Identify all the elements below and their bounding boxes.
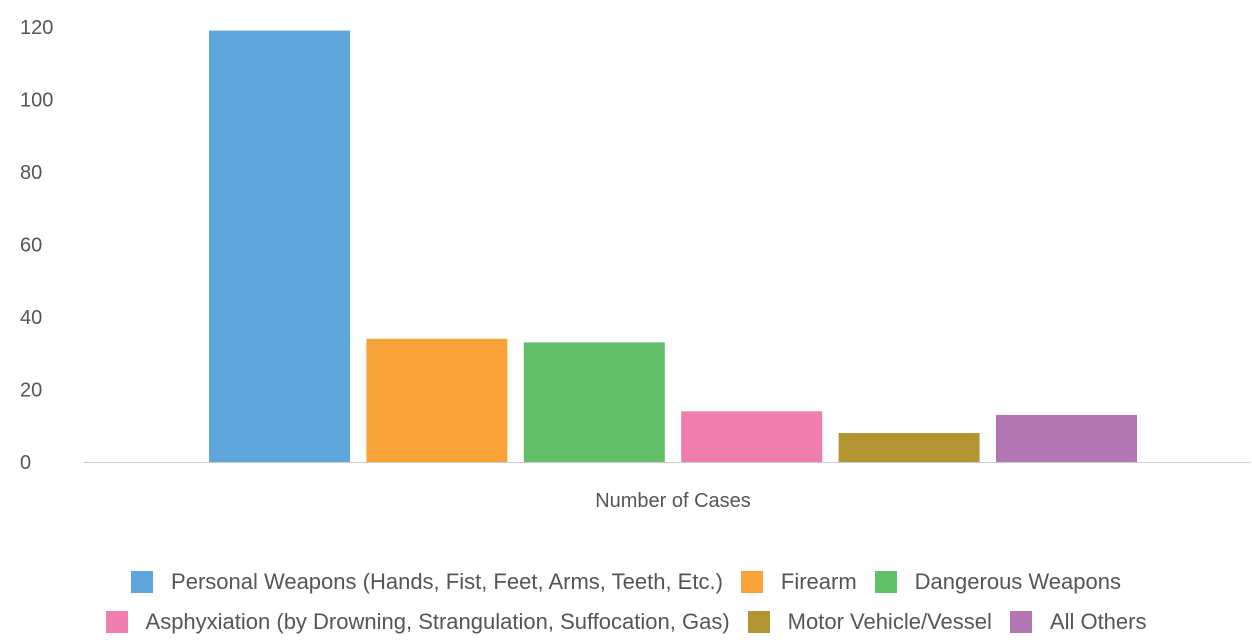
legend-swatch (131, 571, 154, 593)
legend-swatch (105, 611, 128, 633)
legend-item: Dangerous Weapons (874, 569, 1121, 595)
y-tick-label: 60 (20, 235, 42, 257)
bar-chart: 0 20 40 60 80 100 120 Number of Cases (20, 17, 1250, 512)
legend-label: Asphyxiation (by Drowning, Strangulation… (145, 609, 730, 634)
y-tick-label: 20 (20, 380, 42, 402)
y-tick-label: 40 (20, 307, 42, 329)
bar (838, 433, 980, 462)
x-axis-label: Number of Cases (595, 490, 751, 512)
bar (996, 414, 1137, 462)
legend-swatch (874, 571, 897, 593)
legend-label: Motor Vehicle/Vessel (787, 609, 992, 634)
bar (366, 338, 508, 463)
bar (681, 411, 823, 463)
legend-swatch (740, 571, 763, 593)
legend-item: Firearm (740, 569, 857, 595)
legend-item: Personal Weapons (Hands, Fist, Feet, Arm… (131, 569, 723, 595)
y-tick-label: 0 (20, 452, 31, 474)
legend-item: All Others (1009, 609, 1147, 635)
y-tick-label: 80 (20, 162, 42, 184)
y-tick-label: 100 (20, 90, 53, 112)
legend: Personal Weapons (Hands, Fist, Feet, Arm… (0, 562, 1252, 642)
legend-item: Motor Vehicle/Vessel (747, 609, 992, 635)
legend-label: All Others (1049, 609, 1147, 634)
legend-swatch (1009, 611, 1032, 633)
legend-label: Firearm (780, 569, 857, 594)
legend-label: Personal Weapons (Hands, Fist, Feet, Arm… (171, 569, 723, 594)
legend-item: Asphyxiation (by Drowning, Strangulation… (105, 609, 730, 635)
legend-swatch (747, 611, 770, 633)
y-tick-label: 120 (20, 17, 53, 39)
legend-label: Dangerous Weapons (914, 569, 1121, 594)
legend-row: Asphyxiation (by Drowning, Strangulation… (0, 602, 1252, 642)
y-axis: 0 20 40 60 80 100 120 (20, 17, 53, 474)
legend-row: Personal Weapons (Hands, Fist, Feet, Arm… (0, 562, 1252, 602)
bar (209, 30, 350, 462)
bar (523, 342, 665, 462)
bars (209, 30, 1137, 463)
